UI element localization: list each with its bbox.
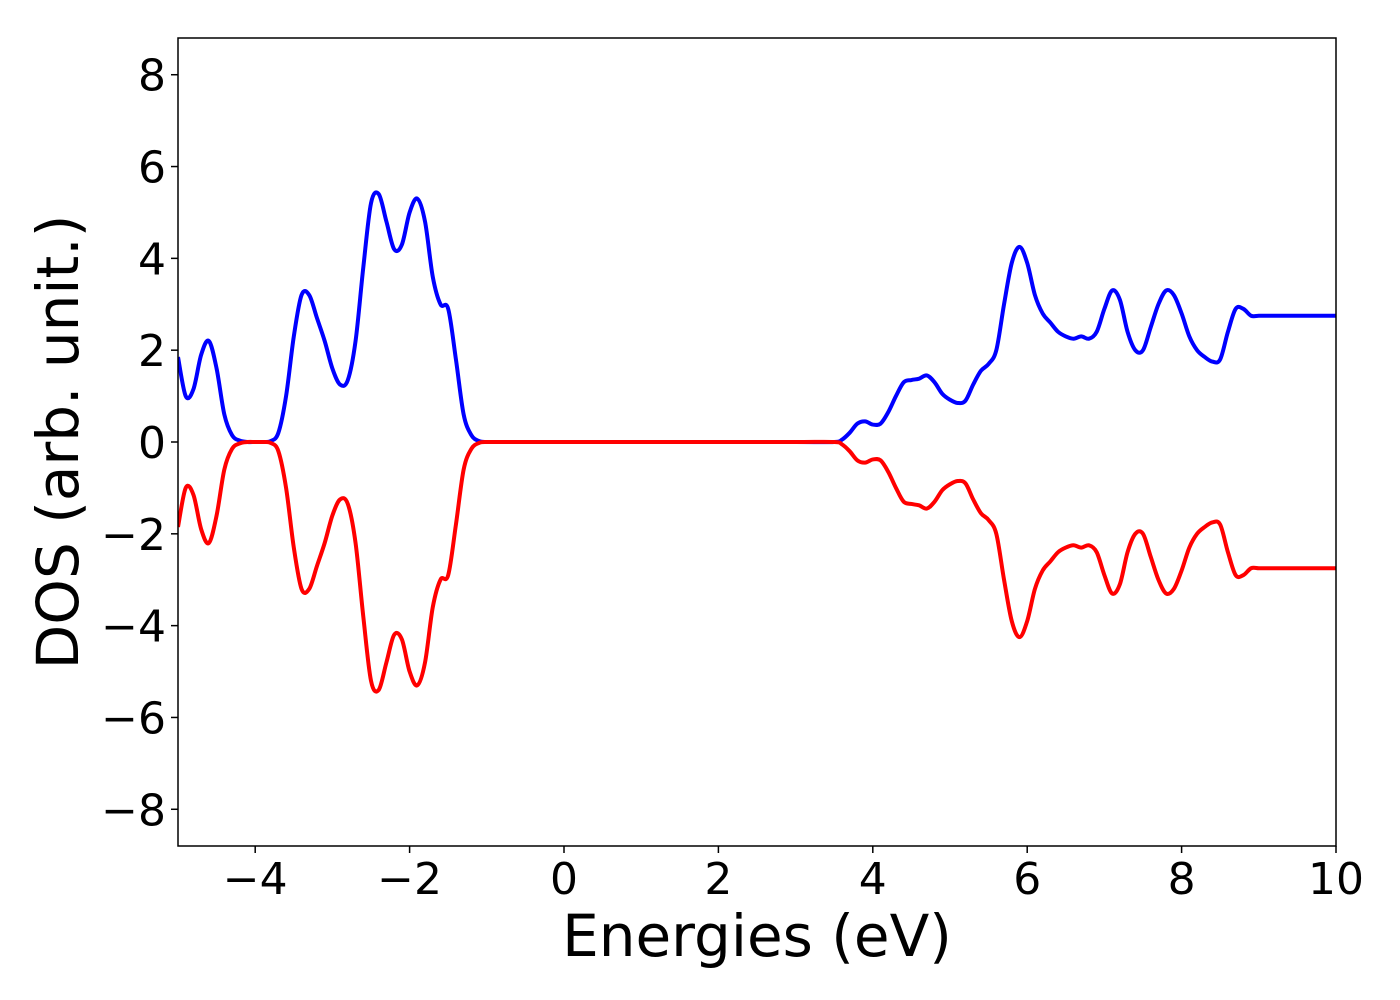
x-tick-label: 6: [1013, 854, 1041, 905]
series-line-0: [178, 190, 1336, 445]
x-axis-ticks: −4 −2 0 2 4 6 8 10: [223, 846, 1364, 905]
y-tick-label: −4: [101, 602, 166, 653]
x-axis-label: Energies (eV): [562, 902, 952, 970]
y-axis-ticks: 8 6 4 2 0 −2 −4 −6 −8: [101, 51, 178, 836]
y-axis-label: DOS (arb. unit.): [24, 215, 92, 670]
x-tick-label: 2: [704, 854, 732, 905]
x-tick-label: −2: [377, 854, 442, 905]
series-layer: [178, 190, 1336, 694]
y-tick-label: 0: [138, 418, 166, 469]
x-tick-label: 4: [859, 854, 887, 905]
x-tick-label: 0: [550, 854, 578, 905]
y-tick-label: −8: [101, 785, 166, 836]
y-tick-label: −6: [101, 693, 166, 744]
y-tick-label: 2: [138, 326, 166, 377]
x-tick-label: 8: [1168, 854, 1196, 905]
y-tick-label: −2: [101, 510, 166, 561]
x-tick-label: 10: [1308, 854, 1364, 905]
y-tick-label: 4: [138, 234, 166, 285]
y-tick-label: 6: [138, 143, 166, 194]
series-line-1: [178, 439, 1336, 694]
y-tick-label: 8: [138, 51, 166, 102]
x-tick-label: −4: [223, 854, 288, 905]
